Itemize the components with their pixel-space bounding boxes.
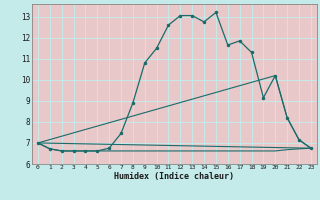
X-axis label: Humidex (Indice chaleur): Humidex (Indice chaleur) bbox=[115, 172, 234, 181]
